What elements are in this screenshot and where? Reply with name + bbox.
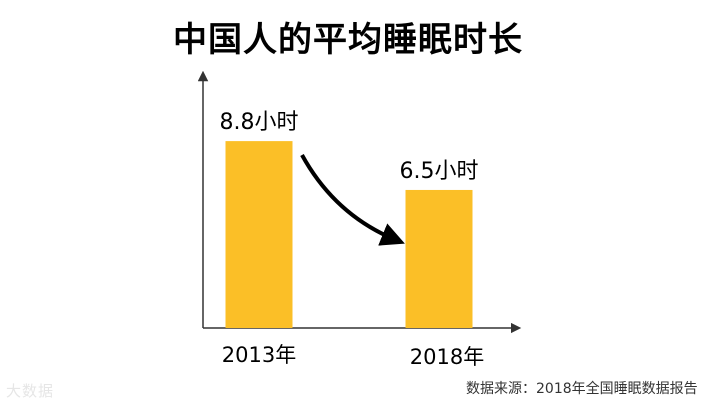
trend-arrow	[300, 154, 405, 246]
data-label-0: 8.8小时	[220, 110, 299, 135]
data-source-note: 数据来源：2018年全国睡眠数据报告	[466, 381, 698, 397]
chart-title: 中国人的平均睡眠时长	[173, 20, 523, 60]
x-tick-label-1: 2018年	[410, 345, 484, 369]
bar-0	[225, 141, 293, 328]
x-tick-label-0: 2013年	[222, 343, 296, 367]
bar-1	[405, 189, 473, 328]
watermark: 大数据	[6, 382, 55, 400]
data-label-1: 6.5小时	[400, 159, 479, 184]
